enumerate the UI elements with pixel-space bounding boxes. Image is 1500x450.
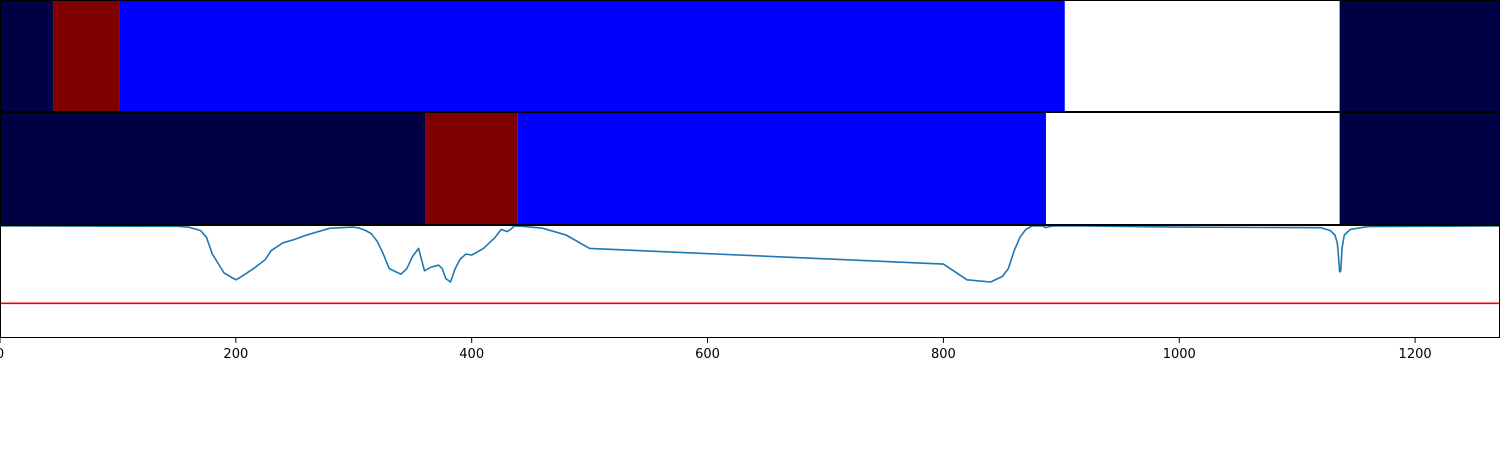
x-tick-label-800: 800 xyxy=(931,347,956,362)
segment-track-2 xyxy=(0,113,1500,225)
segment-blue-2-2 xyxy=(517,113,1046,225)
x-tick-label-600: 600 xyxy=(695,347,720,362)
x-tick-label-0: 0 xyxy=(0,347,4,362)
signal-track xyxy=(0,226,1500,305)
segment-red-2-1 xyxy=(425,113,518,225)
track-frame-3 xyxy=(0,225,1500,338)
segment-track-1 xyxy=(0,1,1500,112)
segment-blue-1-2 xyxy=(119,1,1065,112)
segment-dark-1-4 xyxy=(1339,1,1500,112)
x-tick-label-200: 200 xyxy=(223,347,248,362)
segment-dark-2-0 xyxy=(0,113,426,225)
segment-red-1-1 xyxy=(53,1,120,112)
x-tick-label-1000: 1000 xyxy=(1163,347,1196,362)
segment-dark-1-0 xyxy=(0,1,54,112)
segment-dark-2-4 xyxy=(1339,113,1500,225)
signal-line-0 xyxy=(0,226,1500,283)
segment-white-2-3 xyxy=(1045,113,1340,225)
x-axis: 0 200 400 600 800 1000 1200 xyxy=(0,338,1432,362)
x-tick-label-400: 400 xyxy=(459,347,484,362)
segment-white-1-3 xyxy=(1064,1,1340,112)
x-tick-label-1200: 1200 xyxy=(1399,347,1432,362)
